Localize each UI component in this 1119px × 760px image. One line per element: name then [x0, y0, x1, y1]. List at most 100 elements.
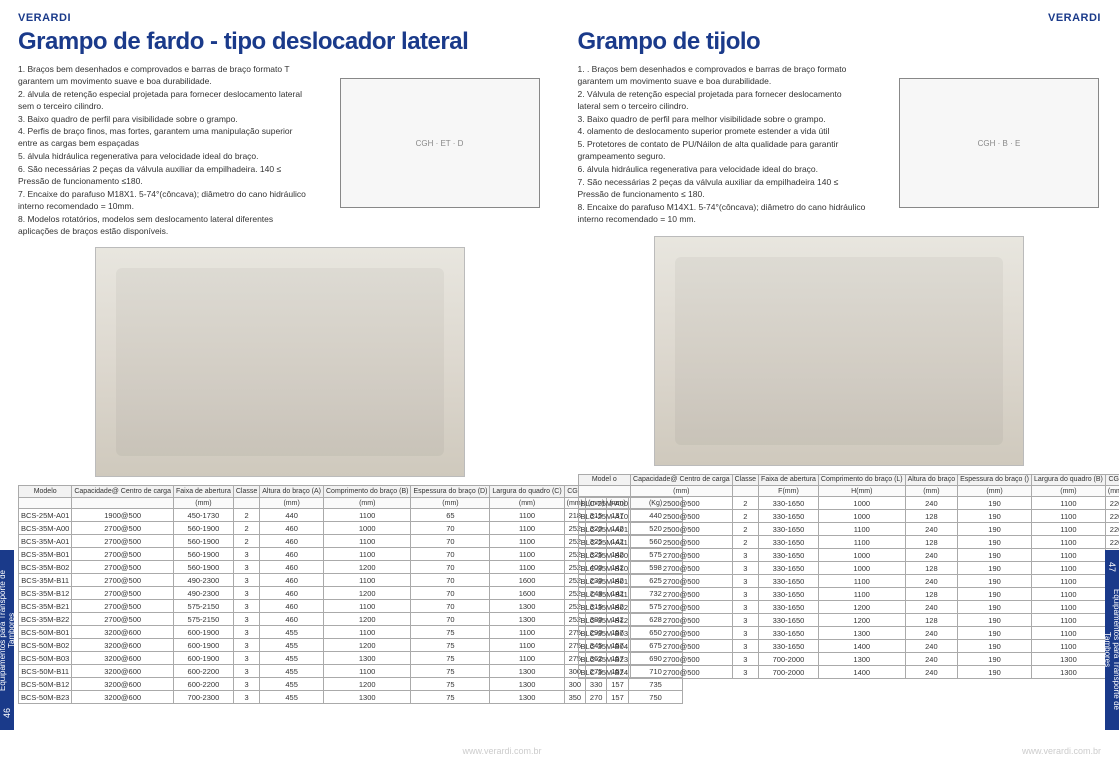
feature-item: 6. álvula hidráulica regenerativa para v… [578, 164, 866, 176]
table-cell: 2 [732, 510, 758, 523]
table-cell: BCS-35M-A00 [19, 522, 72, 535]
table-cell: 2 [233, 509, 259, 522]
table-cell: BLC-35M-B23 [578, 653, 631, 666]
right-product-photo [654, 236, 1024, 466]
table-cell: 3 [233, 626, 259, 639]
table-cell: 455 [260, 652, 324, 665]
table-cell: 1300 [490, 613, 564, 626]
table-cell: 575-2150 [173, 600, 233, 613]
table-cell: 75 [411, 678, 490, 691]
left-page-num: 46 [2, 708, 12, 718]
table-cell: 3 [233, 652, 259, 665]
table-cell: 240 [905, 666, 957, 679]
table-cell: 1200 [324, 587, 411, 600]
right-title: Grampo de tijolo [578, 28, 1102, 56]
table-cell: 1000 [818, 549, 905, 562]
table-cell: 2700@500 [631, 614, 733, 627]
table-cell: BLC-25M-A10 [578, 510, 631, 523]
table-cell: 3 [732, 588, 758, 601]
table-cell: 1000 [818, 510, 905, 523]
table-cell: 1600 [490, 587, 564, 600]
table-cell: 128 [905, 536, 957, 549]
table-unit: (mm) [324, 498, 411, 509]
table-cell: 330-1650 [759, 510, 819, 523]
table-cell: 3200@600 [72, 691, 174, 704]
table-cell: 1100 [490, 509, 564, 522]
table-cell: 560-1900 [173, 548, 233, 561]
table-cell: 65 [411, 509, 490, 522]
table-cell: 2700@500 [72, 574, 174, 587]
table-cell: 128 [905, 588, 957, 601]
table-cell: 3 [233, 613, 259, 626]
table-cell: 455 [260, 639, 324, 652]
table-cell: 1100 [490, 522, 564, 535]
table-cell: 220 [1105, 536, 1119, 549]
table-cell: BLC-25M-A01 [578, 523, 631, 536]
left-side-tab: 46 Equipamentos para Transporte de Tambo… [0, 550, 14, 730]
feature-item: 7. Encaixe do parafuso M18X1. 5-74°(cônc… [18, 189, 306, 213]
table-cell: 330-1650 [759, 575, 819, 588]
left-tech-diagram: CGH · ET · D [340, 78, 540, 208]
table-cell: 240 [905, 497, 957, 510]
table-cell: BCS-50M-B12 [19, 678, 72, 691]
table-cell: 560-1900 [173, 561, 233, 574]
table-cell: 240 [905, 640, 957, 653]
table-cell: BLC-35M-B04 [578, 640, 631, 653]
table-cell: 700-2000 [759, 666, 819, 679]
table-cell: 1100 [818, 536, 905, 549]
table-cell: 2 [732, 536, 758, 549]
table-cell: 1100 [490, 652, 564, 665]
table-cell: 240 [905, 549, 957, 562]
table-cell: 3 [732, 614, 758, 627]
table-cell: 460 [260, 561, 324, 574]
table-cell: 70 [411, 535, 490, 548]
table-cell: 455 [260, 678, 324, 691]
table-cell: 450-1730 [173, 509, 233, 522]
table-cell: 2 [233, 522, 259, 535]
table-cell: 3 [732, 601, 758, 614]
feature-item: 1. Braços bem desenhados e comprovados e… [18, 64, 306, 88]
table-cell: 2700@500 [631, 666, 733, 679]
table-cell: 240 [905, 653, 957, 666]
table-cell: 190 [958, 536, 1032, 549]
table-unit: (mm) [1105, 486, 1119, 497]
table-cell: 330-1650 [759, 523, 819, 536]
table-cell: 70 [411, 574, 490, 587]
table-cell: 1100 [818, 575, 905, 588]
table-cell: 2700@500 [72, 535, 174, 548]
table-cell: 1100 [490, 561, 564, 574]
table-cell: 600-1900 [173, 639, 233, 652]
table-cell: 3 [233, 574, 259, 587]
table-unit [732, 486, 758, 497]
table-row: BLC-25M-A002500@5002330-1650100024019011… [578, 497, 1119, 510]
table-cell: 220 [1105, 510, 1119, 523]
table-cell: 1100 [818, 588, 905, 601]
table-cell: 700-2000 [759, 653, 819, 666]
left-features: 1. Braços bem desenhados e comprovados e… [18, 64, 306, 237]
table-cell: 1100 [490, 626, 564, 639]
table-cell: 2700@500 [631, 653, 733, 666]
table-cell: 2700@500 [631, 588, 733, 601]
table-cell: 3 [732, 627, 758, 640]
table-cell: 3 [233, 600, 259, 613]
table-cell: 700-2300 [173, 691, 233, 704]
table-cell: 2700@500 [631, 627, 733, 640]
table-header: Altura do braço [905, 474, 957, 486]
table-cell: 2 [732, 497, 758, 510]
table-unit: (mm) [173, 498, 233, 509]
table-cell: 3200@600 [72, 626, 174, 639]
table-cell: 2700@500 [631, 601, 733, 614]
table-cell: 1400 [818, 666, 905, 679]
table-cell: 190 [958, 549, 1032, 562]
table-row: BLC-35M-B022700@5003330-1650120024019011… [578, 601, 1119, 614]
table-cell: 1600 [490, 574, 564, 587]
right-side-tab: 47 Equipamentos para Transporte de Tambo… [1105, 550, 1119, 730]
table-cell: 70 [411, 613, 490, 626]
table-cell: 455 [260, 626, 324, 639]
table-unit [72, 498, 174, 509]
table-cell: 460 [260, 574, 324, 587]
table-cell: 3 [233, 561, 259, 574]
table-cell: 128 [905, 510, 957, 523]
table-cell: 1300 [490, 678, 564, 691]
table-cell: 190 [958, 562, 1032, 575]
